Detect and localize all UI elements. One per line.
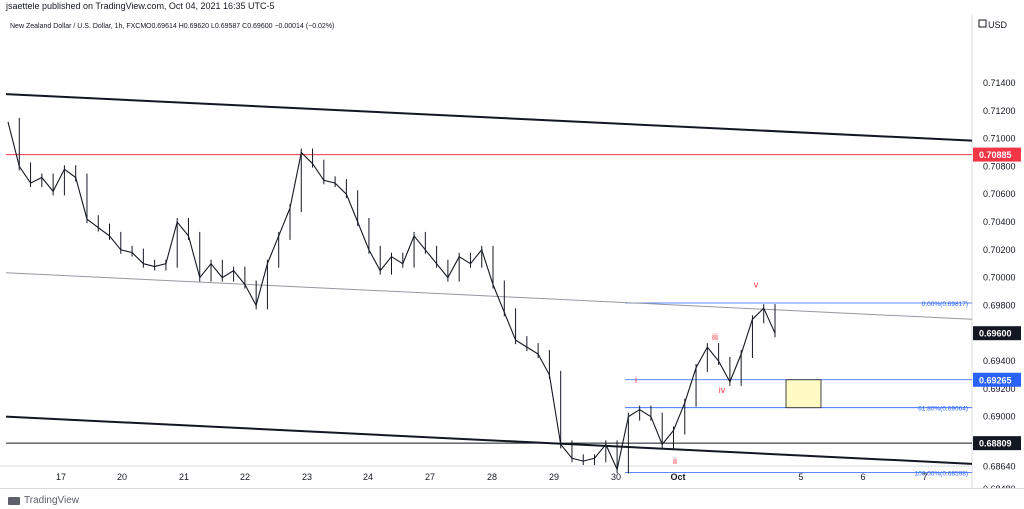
time-tick-label: 7 xyxy=(922,472,927,482)
time-tick-label: 22 xyxy=(240,472,250,482)
price-tick-label: 0.69000 xyxy=(983,412,1016,422)
wave-label-i: i xyxy=(635,375,637,385)
price-tick-label: 0.70000 xyxy=(983,273,1016,283)
trendline-upper-channel[interactable] xyxy=(5,93,973,142)
price-tick-label: 0.70800 xyxy=(983,161,1016,171)
fib-label-2: 100.00%(0.68598) xyxy=(915,470,969,477)
time-tick-label: 29 xyxy=(549,472,559,482)
price-tick-label: 0.70600 xyxy=(983,189,1016,199)
time-tick-label: 21 xyxy=(179,472,189,482)
price-tick-label: 0.71200 xyxy=(983,106,1016,116)
price-tick-label: 0.70400 xyxy=(983,217,1016,227)
price-badge-text-2: 0.69265 xyxy=(979,375,1012,385)
time-tick-label: 6 xyxy=(860,472,865,482)
footer-bar: TradingView xyxy=(0,488,1024,509)
trendline-midline[interactable] xyxy=(5,272,973,320)
time-tick-label: 17 xyxy=(56,472,66,482)
symbol-title: New Zealand Dollar / U.S. Dollar, 1h, FX… xyxy=(10,23,146,30)
price-badge-0[interactable] xyxy=(973,147,1021,162)
plot-area[interactable] xyxy=(6,14,972,466)
price-tick-label: 0.68640 xyxy=(983,462,1016,472)
publish-bar: jsaettele published on TradingView.com, … xyxy=(0,0,1024,14)
lock-icon[interactable] xyxy=(978,19,987,28)
time-tick-label: 23 xyxy=(302,472,312,482)
fib-label-0: 0.00%(0.69817) xyxy=(922,301,968,308)
tradingview-logo[interactable]: TradingView xyxy=(8,495,79,506)
time-tick-label: 30 xyxy=(611,472,621,482)
price-badge-text-1: 0.69600 xyxy=(979,329,1012,339)
time-tick-label: 27 xyxy=(425,472,435,482)
time-tick-label: 28 xyxy=(487,472,497,482)
ohlc-values: O0.69614 H0.69620 L0.69587 C0.69600 −0.0… xyxy=(146,23,334,30)
time-tick-label: 20 xyxy=(117,472,127,482)
price-badge-3[interactable] xyxy=(973,436,1021,451)
price-badge-text-0: 0.70885 xyxy=(979,150,1012,160)
target-zone-box[interactable] xyxy=(785,379,822,409)
trendline-lower-channel[interactable] xyxy=(5,415,973,465)
wave-label-ii: ii xyxy=(673,456,677,466)
currency-label: USD xyxy=(988,20,1008,30)
price-badge-1[interactable] xyxy=(973,326,1021,341)
price-tick-label: 0.71400 xyxy=(983,78,1016,88)
fib-label-1: 61.80%(0.69064) xyxy=(918,406,968,413)
price-tick-label: 0.69800 xyxy=(983,300,1016,310)
logo-text: TradingView xyxy=(24,495,80,506)
time-tick-label: 24 xyxy=(363,472,373,482)
wave-label-v: v xyxy=(754,279,759,289)
tradingview-icon xyxy=(8,496,20,505)
time-tick-label: 5 xyxy=(798,472,803,482)
price-tick-label: 0.69400 xyxy=(983,356,1016,366)
price-badge-2[interactable] xyxy=(973,372,1021,387)
publish-info: jsaettele published on TradingView.com, … xyxy=(6,1,275,11)
price-badge-text-3: 0.68809 xyxy=(979,439,1012,449)
wave-label-iv: iv xyxy=(719,385,726,395)
wave-label-iii: iii xyxy=(712,332,718,342)
time-tick-label: Oct xyxy=(670,472,685,482)
price-tick-label: 0.69200 xyxy=(983,384,1016,394)
price-tick-label: 0.71000 xyxy=(983,134,1016,144)
price-tick-label: 0.70200 xyxy=(983,245,1016,255)
